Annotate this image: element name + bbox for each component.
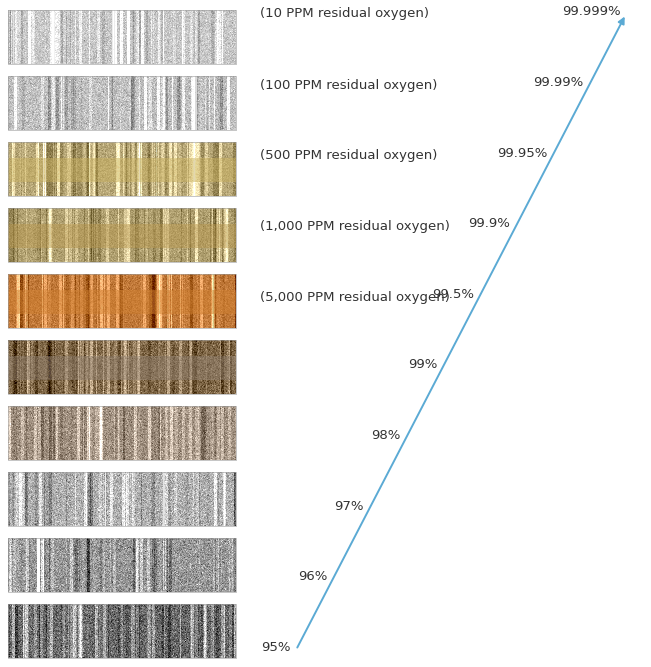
Bar — [8, 208, 236, 262]
Text: 99.95%: 99.95% — [497, 147, 547, 159]
Bar — [8, 142, 236, 196]
Text: 99.9%: 99.9% — [469, 217, 510, 230]
Text: 97%: 97% — [335, 500, 364, 512]
Bar — [8, 406, 236, 460]
Text: 99%: 99% — [408, 358, 437, 372]
Bar — [8, 472, 236, 526]
Text: (100 PPM residual oxygen): (100 PPM residual oxygen) — [260, 79, 437, 92]
Text: 99.999%: 99.999% — [562, 5, 620, 18]
Bar — [8, 340, 236, 394]
Text: 99.5%: 99.5% — [432, 287, 474, 301]
Text: 96%: 96% — [298, 570, 327, 583]
Text: (500 PPM residual oxygen): (500 PPM residual oxygen) — [260, 149, 437, 162]
Text: (1,000 PPM residual oxygen): (1,000 PPM residual oxygen) — [260, 220, 450, 233]
Text: 99.99%: 99.99% — [533, 76, 584, 89]
Bar — [8, 604, 236, 658]
Text: 98%: 98% — [371, 429, 400, 442]
Bar — [8, 76, 236, 130]
Text: (5,000 PPM residual oxygen): (5,000 PPM residual oxygen) — [260, 291, 450, 303]
Text: (10 PPM residual oxygen): (10 PPM residual oxygen) — [260, 7, 429, 21]
Bar — [8, 538, 236, 592]
Text: 95%: 95% — [261, 641, 291, 654]
Bar — [8, 10, 236, 64]
Bar — [8, 274, 236, 328]
